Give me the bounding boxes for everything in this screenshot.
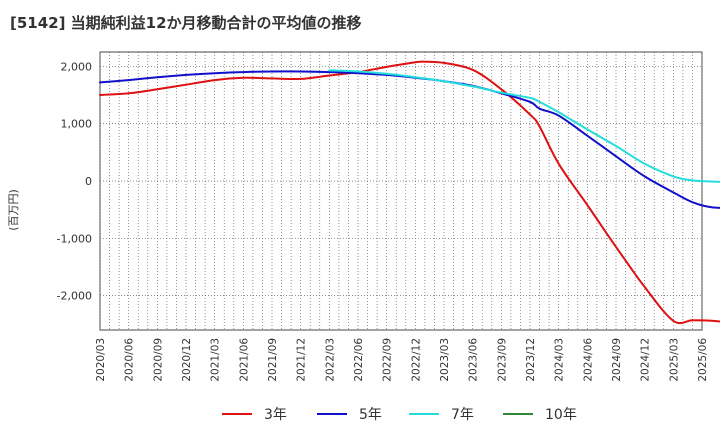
x-tick-label: 2023/03: [439, 338, 451, 382]
x-tick-label: 2022/06: [353, 338, 365, 382]
chart-title: [5142] 当期純利益12か月移動合計の平均値の推移: [10, 14, 362, 32]
x-tick-label: 2025/06: [697, 338, 709, 382]
x-tick-label: 2022/03: [324, 338, 336, 382]
plot-area: [99, 51, 703, 331]
x-tick-label: 2021/09: [267, 338, 279, 382]
x-tick-label: 2024/12: [640, 338, 652, 382]
legend-label: 3年: [264, 407, 287, 423]
series-line-3年: [99, 60, 720, 325]
y-tick-label: -1,000: [57, 232, 92, 245]
legend-label: 5年: [359, 407, 382, 423]
x-tick-label: 2021/03: [210, 338, 222, 382]
x-axis: 2020/03 2020/06 2020/09 2020/12 2021/03 2021/…: [95, 338, 709, 382]
y-tick-label: -2,000: [57, 290, 92, 303]
y-tick-label: 1,000: [61, 118, 93, 131]
x-tick-label: 2023/09: [496, 338, 508, 382]
x-tick-label: 2022/12: [410, 338, 422, 382]
grid-lines: [99, 52, 703, 330]
x-tick-label: 2020/06: [124, 338, 136, 382]
y-axis-label: (百万円): [7, 189, 20, 231]
y-axis: 2,000 1,000 0 -1,000 -2,000: [57, 60, 92, 302]
x-tick-label: 2023/12: [525, 338, 537, 382]
x-tick-label: 2024/06: [582, 338, 594, 382]
x-tick-label: 2024/09: [611, 338, 623, 382]
x-tick-label: 2020/09: [152, 338, 164, 382]
x-tick-label: 2023/06: [468, 338, 480, 382]
series-lines: [99, 60, 720, 325]
legend-label: 7年: [451, 407, 474, 423]
y-tick-label: 0: [85, 175, 92, 188]
x-tick-label: 2021/12: [296, 338, 308, 382]
x-tick-label: 2022/09: [382, 338, 394, 382]
y-tick-label: 2,000: [61, 60, 93, 73]
series-line-7年: [328, 69, 720, 183]
x-tick-label: 2020/12: [181, 338, 193, 382]
legend-label: 10年: [545, 407, 577, 423]
legend: 3年 5年 7年 10年: [222, 407, 577, 423]
plot-frame: [99, 51, 703, 331]
x-tick-label: 2020/03: [95, 338, 107, 382]
x-tick-label: 2021/06: [238, 338, 250, 382]
x-tick-label: 2024/03: [554, 338, 566, 382]
x-tick-label: 2025/03: [668, 338, 680, 382]
